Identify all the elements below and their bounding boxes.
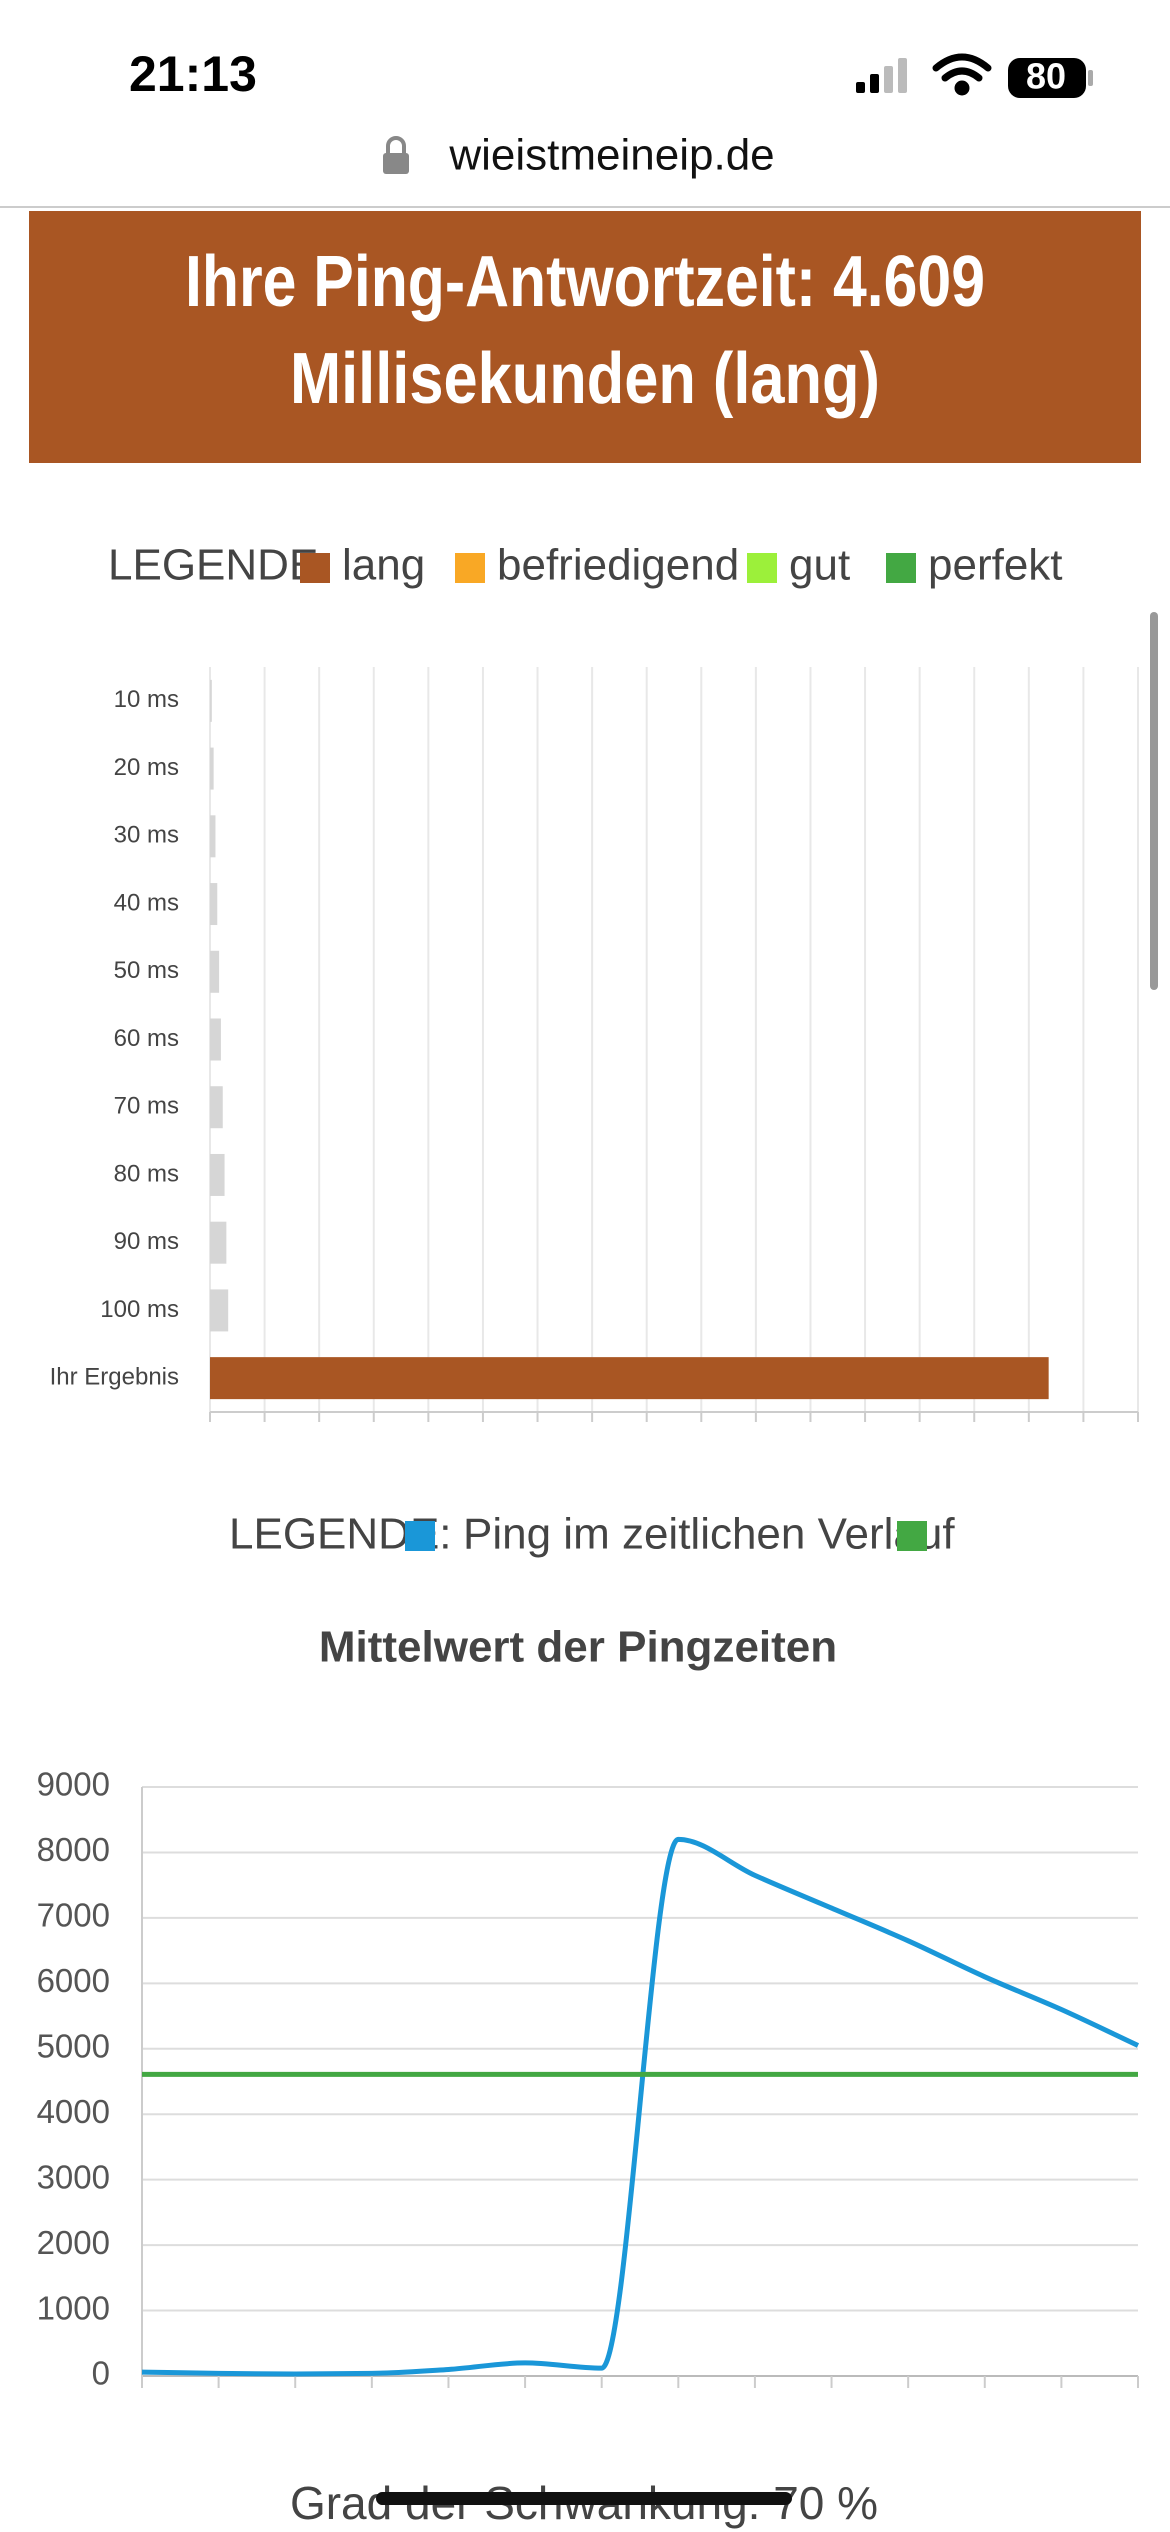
y-tick-label: 60 ms	[114, 1025, 179, 1052]
bar	[210, 1018, 221, 1061]
bar	[210, 883, 218, 926]
y-tick-label: 40 ms	[114, 889, 179, 916]
bar	[210, 1153, 225, 1196]
bar	[210, 679, 212, 722]
legend-item: lang	[342, 541, 425, 590]
legend-swatch	[897, 1521, 927, 1551]
status-time: 21:13	[129, 46, 257, 102]
y-tick-label: 5000	[37, 2027, 110, 2064]
legend-label: LEGENDE:	[108, 541, 331, 590]
y-tick-label: 3000	[37, 2158, 110, 2195]
y-tick-label: 7000	[37, 1897, 110, 1934]
scrollbar	[1150, 612, 1158, 990]
battery-icon	[1008, 58, 1086, 98]
signal-icon	[856, 58, 907, 93]
y-tick-label: 8000	[37, 1831, 110, 1868]
y-tick-label: 100 ms	[100, 1296, 179, 1323]
chart-title: Mittelwert der Pingzeiten	[319, 1623, 837, 1672]
legend-swatch	[886, 553, 916, 583]
line	[141, 1836, 1140, 2377]
bar	[210, 1086, 223, 1129]
y-tick-label: 0	[92, 2355, 110, 2392]
y-tick-label: 90 ms	[114, 1228, 179, 1255]
bar	[210, 1221, 227, 1264]
y-tick-label: 2000	[37, 2224, 110, 2261]
y-tick-label: 9000	[37, 1766, 110, 1803]
battery-level: 80	[1026, 56, 1066, 97]
bar	[210, 747, 214, 790]
y-tick-label: 4000	[37, 2093, 110, 2130]
battery-tip	[1088, 70, 1093, 86]
y-tick-label: 80 ms	[114, 1160, 179, 1187]
y-tick-label: 30 ms	[114, 822, 179, 849]
legend-swatch	[300, 553, 330, 583]
y-tick-label: 70 ms	[114, 1093, 179, 1120]
bar	[210, 1357, 1049, 1400]
bar	[210, 815, 216, 858]
legend-item: gut	[789, 541, 850, 590]
banner	[29, 211, 1141, 463]
wifi-icon	[932, 53, 992, 96]
legend-swatch	[455, 553, 485, 583]
banner-line: Millisekunden (lang)	[290, 339, 880, 419]
lock-icon	[383, 136, 409, 174]
bar	[210, 950, 220, 993]
legend-swatch	[747, 553, 777, 583]
legend-swatch	[405, 1521, 435, 1551]
y-tick-label: 50 ms	[114, 957, 179, 984]
legend-item: perfekt	[928, 541, 1063, 590]
banner-line: Ihre Ping-Antwortzeit: 4.609	[185, 242, 985, 322]
y-tick-label: 10 ms	[114, 686, 179, 713]
legend-item: Ping im zeitlichen Verlauf	[463, 1510, 955, 1559]
home-indicator	[376, 2492, 792, 2505]
y-tick-label: 1000	[37, 2289, 110, 2326]
url[interactable]: wieistmeineip.de	[448, 131, 774, 180]
y-tick-label: 20 ms	[114, 754, 179, 781]
y-tick-label: Ihr Ergebnis	[50, 1363, 179, 1390]
y-tick-label: 6000	[37, 1962, 110, 1999]
bar	[210, 1289, 229, 1332]
legend-item: befriedigend	[497, 541, 739, 590]
